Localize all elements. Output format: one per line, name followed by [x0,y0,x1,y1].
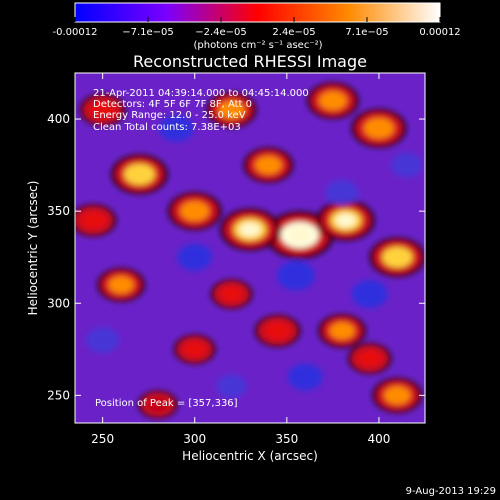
heatmap-blob-core [255,156,282,175]
colorbar-tick-label: 0.00012 [419,27,460,38]
heatmap-blob-core [364,118,394,139]
heatmap-blob-peak [335,213,356,228]
y-axis-title: Heliocentric Y (arcsec) [26,181,40,316]
info-annotations: 21-Apr-2011 04:39:14.000 to 04:45:14.000… [93,88,309,133]
annotation-energy: Energy Range: 12.0 - 25.0 keV [93,110,246,121]
annotation-time-range: 21-Apr-2011 04:39:14.000 to 04:45:14.000 [93,88,309,99]
heatmap-blob-peak [239,222,261,237]
heatmap-blob [216,374,247,398]
x-tick-label: 400 [367,432,390,446]
footer-date: 9-Aug-2013 19:29 [406,486,496,497]
heatmap-blob-core [382,246,413,268]
heatmap-blob-core [147,397,168,412]
x-axis-title: Heliocentric X (arcsec) [182,449,318,463]
heatmap-blob-core [329,322,355,340]
x-tick-label: 350 [275,432,298,446]
y-tick-label: 250 [47,388,70,402]
colorbar-tick-label: -0.00012 [53,27,98,38]
colorbar [74,2,441,23]
chart-title: Reconstructed RHESSI Image [133,52,367,71]
heatmap-blob [277,261,315,291]
heatmap-blob [159,114,194,142]
heatmap-blob [177,243,212,271]
colorbar-tick-labels: -0.00012 −7.1e−05 −2.4e−05 2.4e−05 7.1e−… [53,27,461,38]
heatmap-blob-peak [287,227,312,244]
y-tick-label: 350 [47,204,70,218]
heatmap-blob-core [81,212,106,229]
heatmap-blob-core [384,386,411,405]
heatmap-blob-core [108,276,134,294]
heatmap-blobs [75,82,425,419]
heatmap-blob [86,327,120,353]
heatmap-blob-core [221,286,243,302]
heatmap-blob [351,280,388,309]
heatmap-blob-core [218,100,245,119]
colorbar-units: (photons cm⁻² s⁻¹ asec⁻²) [193,40,322,51]
colorbar-tick-label: −7.1e−05 [122,27,174,38]
heatmap-blob-core [90,101,115,118]
heatmap-blob [325,179,359,206]
peak-position-label: Position of Peak = [357,336] [95,398,238,409]
colorbar-tick-label: 7.1e−05 [345,27,388,38]
colorbar-tick-label: 2.4e−05 [272,27,315,38]
heatmap-blob-core [180,201,210,222]
heatmap-blob [288,363,323,391]
heatmap-blob-core [184,342,206,357]
annotation-clean: Clean Total counts: 7.38E+03 [93,122,241,133]
x-tick-label: 250 [91,432,114,446]
heatmap-blob-core [358,350,381,367]
heatmap-blob-core [124,163,155,185]
y-axis-ticks: 250 300 350 400 [47,112,425,402]
heatmap-blob [390,152,423,178]
heatmap-blob-core [265,322,290,339]
colorbar-ticks [74,17,441,22]
y-tick-label: 400 [47,112,70,126]
x-tick-label: 300 [183,432,206,446]
heatmap-blob-core [319,91,347,111]
plot-frame [74,72,426,424]
annotation-detectors: Detectors: 4F 5F 6F 7F 8F, Att 0 [93,99,252,110]
x-axis-ticks: 250 300 350 400 [91,73,390,446]
y-tick-label: 300 [47,296,70,310]
colorbar-tick-label: −2.4e−05 [195,27,247,38]
